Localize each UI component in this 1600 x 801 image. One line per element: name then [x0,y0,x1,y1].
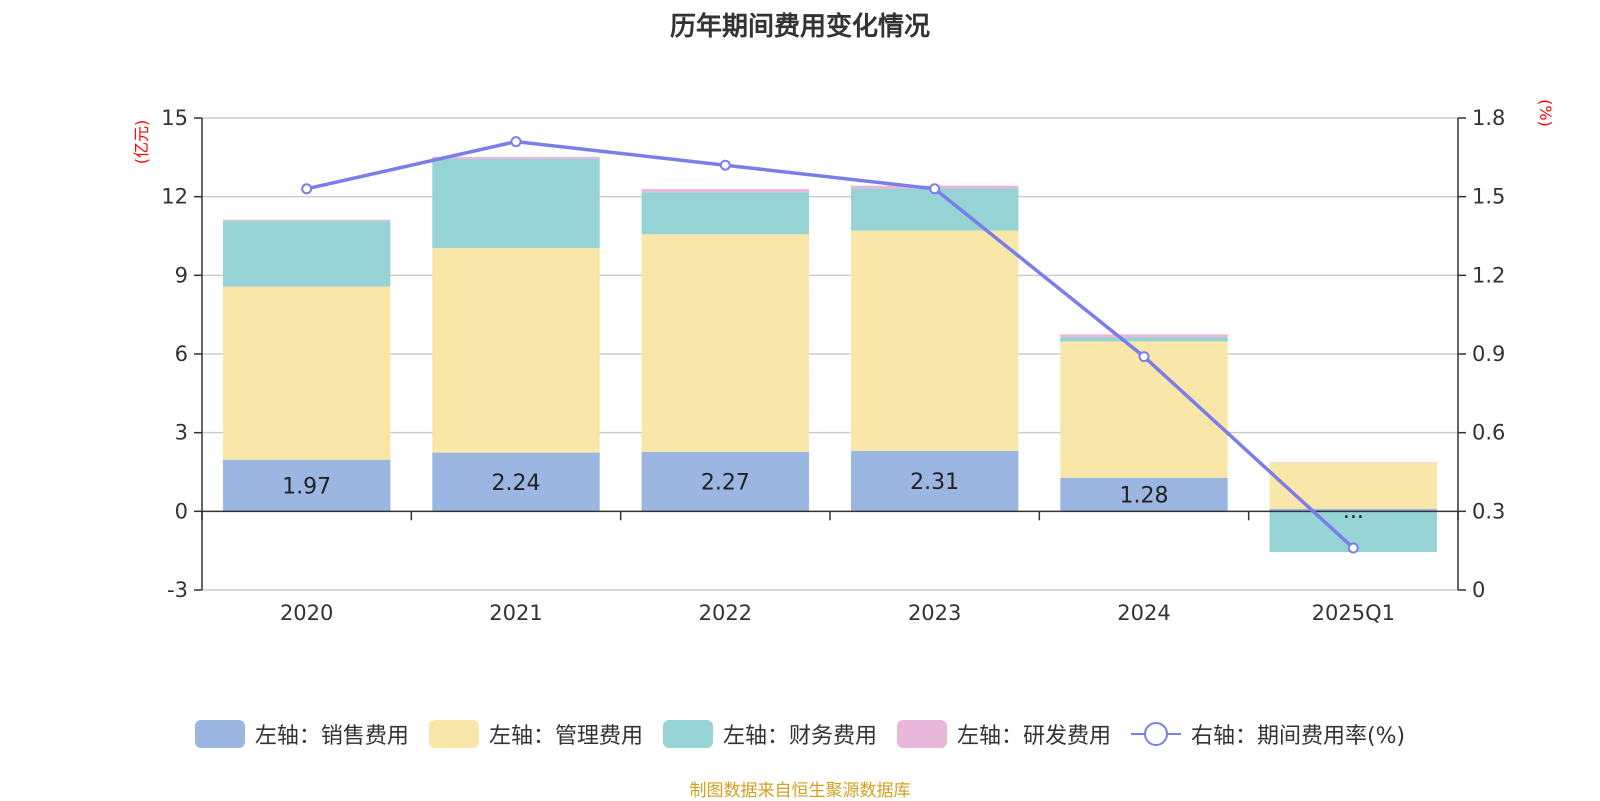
bar-2021-series1 [432,248,600,453]
rate-point-2025Q1 [1347,542,1359,554]
bar-2025Q1-series1 [1269,462,1438,509]
legend-item-rnd[interactable]: 左轴：研发费用 [896,718,1111,750]
left-axis-unit: (亿元) [132,120,151,165]
data-label-2020: 1.97 [282,475,331,500]
legend-label-rate: 右轴：期间费用率(%) [1190,724,1406,749]
left-tick-label: -3 [167,578,188,602]
bar-2022-series0 [641,451,810,512]
data-label-2021: 2.24 [492,471,541,496]
bar-2023-series0 [850,450,1019,512]
bar-2021-series3 [432,156,600,159]
bar-2024-series3 [1060,334,1228,338]
bar-2022-series3 [641,189,810,193]
grid-lines [202,117,1458,591]
bar-2023-series2 [850,188,1019,231]
x-tick-label-2020: 2020 [280,601,333,625]
right-tick-label: 0 [1472,578,1485,602]
left-tick-label: 6 [175,342,188,366]
rate-line [306,139,1355,550]
bar-2025Q1-series0 [1269,508,1438,512]
data-label-2022: 2.27 [701,471,750,496]
right-axis-unit: (%) [1536,99,1555,127]
right-tick-label: 0.3 [1472,499,1505,523]
left-tick-label: 9 [175,263,188,287]
x-tick-label-2024: 2024 [1117,601,1170,625]
rate-point-2022 [719,159,731,171]
bar-2020-series2 [222,221,391,287]
right-tick-label: 1.2 [1472,263,1505,287]
legend-item-sales[interactable]: 左轴：销售费用 [194,718,409,750]
left-tick-label: 0 [175,499,188,523]
bar-2021-series2 [432,158,600,249]
bar-2022-series1 [641,234,810,452]
data-label-2024: 1.28 [1120,484,1169,509]
chart-title: 历年期间费用变化情况 [669,12,930,42]
x-tick-label-2023: 2023 [908,601,961,625]
rate-point-2023 [929,183,941,195]
data-label-2023: 2.31 [910,470,959,495]
axes: -3 0 3 6 9 12 15 0 0.3 0.6 0.9 1.2 1.5 1.8 2020 2021 202… [161,106,1505,625]
bar-2025Q1-series3 [1269,462,1438,463]
bar-2020-series1 [222,286,391,460]
legend-swatch-finance [662,720,713,748]
bar-2023-series1 [850,230,1019,451]
legend-item-rate[interactable]: 右轴：期间费用率(%) [1130,718,1406,750]
legend-item-finance[interactable]: 左轴：财务费用 [662,718,877,750]
legend-swatch-rnd [896,720,947,748]
bar-2021-series0 [432,452,600,512]
source-note: 制图数据来自恒生聚源数据库 [689,781,911,801]
rate-point-2021 [510,136,522,148]
x-tick-label-2022: 2022 [699,601,752,625]
data-label-2025Q1: ... [1343,499,1364,524]
legend-swatch-sales [194,720,245,748]
bar-2024-series2 [1060,337,1228,342]
left-tick-label: 15 [161,106,188,130]
legend-label-rnd: 左轴：研发费用 [956,724,1111,749]
legend-label-sales: 左轴：销售费用 [254,724,409,749]
right-tick-label: 1.8 [1472,106,1505,130]
right-tick-label: 0.6 [1472,421,1505,445]
bar-2020-series3 [222,219,391,222]
legend-line-marker-icon [1130,720,1181,748]
rate-point-2020 [301,183,313,195]
right-tick-label: 0.9 [1472,342,1505,366]
rate-point-2024 [1138,351,1150,363]
bar-2020-series0 [222,459,391,512]
rate-line-layer [301,136,1359,554]
legend-label-admin: 左轴：管理费用 [488,724,643,749]
bar-layer [222,156,1438,552]
legend-item-admin[interactable]: 左轴：管理费用 [428,718,643,750]
legend-label-finance: 左轴：财务费用 [722,724,877,749]
legend-swatch-admin [428,720,479,748]
data-labels: 1.97 2.24 2.27 2.31 1.28... [282,470,1364,524]
right-tick-label: 1.5 [1472,185,1505,209]
left-tick-label: 12 [161,185,188,209]
bar-2024-series0 [1060,477,1228,512]
bar-2022-series2 [641,192,810,235]
x-tick-label-2021: 2021 [489,601,542,625]
legend: 左轴：销售费用 左轴：管理费用 左轴：财务费用 左轴：研发费用 右轴：期间费用率… [0,718,1600,750]
left-tick-label: 3 [175,421,188,445]
x-tick-label-2025Q1: 2025Q1 [1312,601,1395,625]
